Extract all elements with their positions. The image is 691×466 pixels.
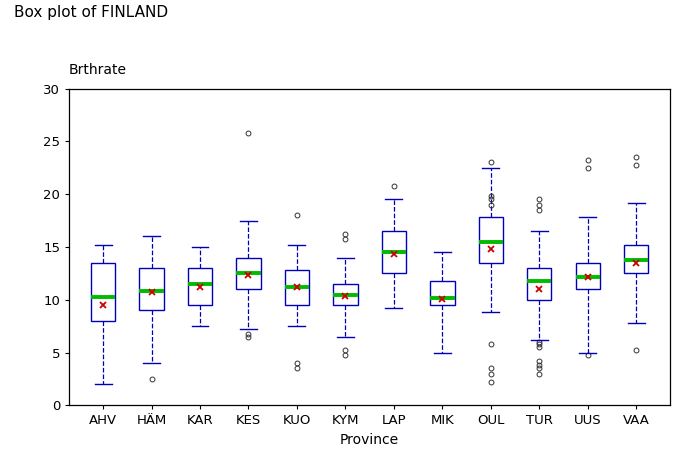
Bar — [188, 268, 212, 305]
X-axis label: Province: Province — [340, 433, 399, 447]
Bar — [140, 268, 164, 310]
Bar — [430, 281, 455, 305]
Bar — [624, 245, 648, 274]
Bar — [333, 284, 357, 305]
Bar — [285, 270, 309, 305]
Bar — [382, 231, 406, 274]
Bar — [479, 218, 503, 263]
Text: Brthrate: Brthrate — [69, 63, 127, 77]
Bar — [576, 263, 600, 289]
Text: Box plot of FINLAND: Box plot of FINLAND — [14, 5, 168, 20]
Bar — [236, 258, 261, 289]
Bar — [91, 263, 115, 321]
Bar — [527, 268, 551, 300]
